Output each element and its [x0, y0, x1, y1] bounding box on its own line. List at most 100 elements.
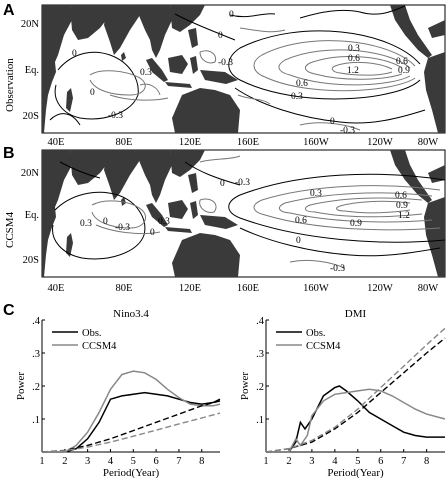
y-tick-label: .1: [32, 415, 40, 426]
series-line: [265, 327, 446, 453]
contour-label: -0.3: [330, 264, 345, 274]
x-tick-label: 5: [355, 456, 360, 467]
contour-label: 0: [330, 117, 335, 127]
contour-labels-a: 0 0 0 0.3 0.6 0.9 1.2 0.6 0.3 -0.3 0.6 0…: [72, 10, 410, 136]
contour-label: -0.3: [218, 58, 233, 68]
contour-label: 0.6: [295, 216, 307, 226]
landmass-a: [42, 5, 445, 133]
contour-label: -0.3: [235, 178, 250, 188]
lon-labels-b: 40E 80E 120E 160E 160W 120W 80W: [48, 283, 439, 294]
contour-label: -0.3: [115, 223, 130, 233]
y-tick-label: .3: [32, 349, 40, 360]
legend-label: CCSM4: [306, 341, 341, 352]
contour-label: 0.9: [398, 66, 410, 76]
chart-title: Nino3.4: [113, 308, 149, 320]
landmass-b: [42, 150, 445, 277]
contour-label: 0.6: [396, 57, 408, 67]
series-line: [41, 400, 221, 453]
lon-label: 40E: [48, 137, 65, 148]
contours-a: [49, 5, 426, 131]
lon-label: 160W: [303, 283, 329, 294]
chart-title: DMI: [345, 308, 367, 320]
y-tick-label: .4: [256, 316, 265, 327]
series-line: [266, 388, 446, 453]
chart-nino34: Nino3.4 1 2 3 4 5 6 7 8 .1 .2 .3 .4 Period(Year) Power…: [15, 308, 221, 478]
x-tick-label: 6: [378, 456, 383, 467]
lat-labels-a: 20N Eq. 20S: [21, 19, 40, 122]
x-tick-label: 1: [263, 456, 268, 467]
y-tick-label: .1: [256, 415, 264, 426]
contour-label: 0: [72, 49, 77, 59]
lon-label: 80W: [418, 283, 439, 294]
legend-label: Obs.: [306, 328, 326, 339]
y-tick-label: .2: [256, 382, 264, 393]
y-tick-label: .4: [32, 316, 41, 327]
panel-letter-c: C: [3, 302, 15, 319]
lon-label: 80E: [116, 137, 133, 148]
series-line: [266, 385, 445, 453]
contour-label: 0.9: [396, 201, 408, 211]
contour-label: -0.3: [108, 111, 123, 121]
contour-label: 0: [103, 217, 108, 227]
lon-label: 120E: [179, 137, 201, 148]
lon-label: 160E: [237, 283, 259, 294]
y-axis-label: Power: [15, 372, 27, 400]
lat-label: 20N: [21, 168, 40, 179]
chart-dmi: DMI 1 2 3 4 5 6 7 8 .1 .2 .3 .4 Period(Year) Power Obs.…: [239, 308, 446, 478]
lon-label: 80W: [418, 137, 439, 148]
contours-b: [52, 155, 445, 269]
lat-label: 20S: [23, 255, 40, 266]
panel-letter-b: B: [3, 145, 15, 162]
x-tick-label: 8: [424, 456, 429, 467]
contour-label: 0: [90, 88, 95, 98]
x-axis-label: Period(Year): [103, 467, 160, 478]
contour-label: 0: [220, 179, 225, 189]
x-tick-label: 4: [332, 456, 338, 467]
legend-label: CCSM4: [82, 341, 117, 352]
x-tick-label: 5: [131, 456, 136, 467]
lon-labels-a: 40E 80E 120E 160E 160W 120W 80W: [48, 137, 439, 148]
legend-label: Obs.: [82, 328, 102, 339]
contour-label: 0.6: [348, 54, 360, 64]
x-tick-label: 4: [108, 456, 114, 467]
panel-letter-a: A: [3, 2, 15, 19]
x-tick-label: 2: [286, 456, 291, 467]
contour-label: 0: [150, 228, 155, 238]
series-line: [265, 337, 446, 453]
lon-label: 120E: [179, 283, 201, 294]
y-axis-label: Power: [239, 372, 251, 400]
y-tick-label: .2: [32, 382, 40, 393]
lat-label: 20N: [21, 19, 40, 30]
x-tick-label: 3: [85, 456, 90, 467]
lon-label: 40E: [48, 283, 65, 294]
contour-label: 0.3: [158, 217, 170, 227]
x-tick-label: 8: [199, 456, 204, 467]
map-panel-a: 0 0 0 0.3 0.6 0.9 1.2 0.6 0.3 -0.3 0.6 0…: [21, 4, 446, 148]
contour-label: 0: [296, 236, 301, 246]
series-line: [41, 412, 221, 453]
lat-labels-b: 20N Eq. 20S: [21, 168, 40, 266]
x-tick-label: 6: [153, 456, 158, 467]
contour-label: 0: [229, 10, 234, 20]
series-line: [42, 370, 221, 453]
contour-label: 0.3: [140, 68, 152, 78]
contour-label: 1.2: [347, 66, 359, 76]
x-tick-label: 1: [39, 456, 44, 467]
lon-label: 80E: [116, 283, 133, 294]
contour-labels-b: -0.3 0.3 0 -0.3 0 0.3 0.6 0.9 0.6 0.9 1.…: [80, 178, 410, 274]
y-tick-label: .3: [256, 349, 264, 360]
x-axis-label: Period(Year): [327, 467, 384, 478]
x-tick-label: 3: [309, 456, 314, 467]
lon-label: 160W: [303, 137, 329, 148]
contour-label: 0.9: [350, 219, 362, 229]
contour-label: 0.3: [348, 44, 360, 54]
lat-label: Eq.: [25, 65, 39, 76]
lon-label: 120W: [367, 283, 393, 294]
x-tick-label: 2: [62, 456, 67, 467]
map-panel-b: -0.3 0.3 0 -0.3 0 0.3 0.6 0.9 0.6 0.9 1.…: [21, 149, 446, 294]
lat-label: Eq.: [25, 210, 39, 221]
contour-label: 0.3: [310, 189, 322, 199]
contour-label: -0.3: [340, 126, 355, 136]
lon-label: 160E: [237, 137, 259, 148]
